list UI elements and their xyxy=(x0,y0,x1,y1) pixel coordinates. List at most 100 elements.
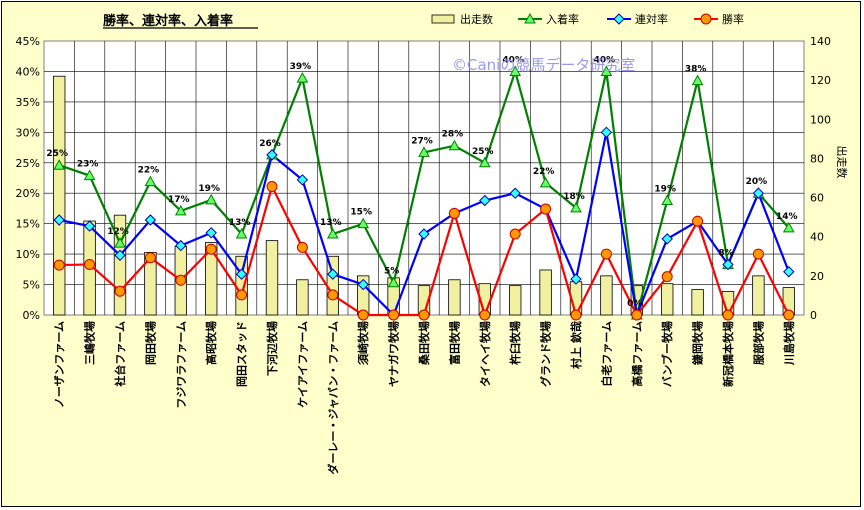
bar-出走数 xyxy=(113,214,127,316)
x-category-label: 社台ファーム xyxy=(113,321,127,388)
marker-連対率 xyxy=(418,228,430,240)
marker-入着率 xyxy=(83,169,96,181)
y-left-tick-label: 15% xyxy=(16,218,40,231)
x-category-label: 村上 欽哉 xyxy=(569,321,583,369)
marker-入着率 xyxy=(539,176,552,188)
y-left-tick-label: 30% xyxy=(16,126,40,139)
legend-label: 勝率 xyxy=(722,12,744,26)
y-right-tick-label: 100 xyxy=(810,113,831,126)
marker-入着率 xyxy=(357,217,370,229)
bar-出走数 xyxy=(235,255,248,316)
marker-連対率 xyxy=(509,187,521,199)
marker-連対率 xyxy=(296,174,309,186)
x-category-label: 岡田スタッド xyxy=(236,321,249,387)
y-right-tick-label: 60 xyxy=(810,192,824,205)
marker-勝率 xyxy=(752,248,764,260)
marker-勝率 xyxy=(631,309,643,321)
data-label: 40% xyxy=(502,55,524,65)
marker-入着率 xyxy=(570,201,582,213)
marker-入着率 xyxy=(418,146,430,157)
y-right-tick-label: 80 xyxy=(810,152,824,165)
bar-出走数 xyxy=(53,75,66,316)
x-category-label: 新冠橋本牧場 xyxy=(721,321,735,387)
marker-勝率 xyxy=(388,309,400,321)
x-category-label: 鎌岡牧場 xyxy=(691,321,705,366)
watermark: ©Caniの競馬データ研究室 xyxy=(452,56,635,74)
bar-出走数 xyxy=(600,275,613,316)
y-right-axis-label: 出走数 xyxy=(835,146,849,179)
bar-出走数 xyxy=(661,283,674,316)
data-label: 38% xyxy=(685,65,707,75)
data-label: 39% xyxy=(290,62,312,72)
marker-連対率 xyxy=(205,227,217,239)
marker-勝率 xyxy=(114,285,126,297)
marker-勝率 xyxy=(722,309,734,321)
y-left-tick-label: 45% xyxy=(16,35,40,48)
data-label: 20% xyxy=(746,177,768,187)
data-label: 25% xyxy=(472,147,494,157)
x-category-label: バンブー牧場 xyxy=(660,321,674,387)
marker-連対率 xyxy=(752,187,765,199)
marker-連対率 xyxy=(327,268,339,280)
x-category-label: グランド牧場 xyxy=(539,321,553,387)
marker-勝率 xyxy=(357,309,369,321)
marker-連対率 xyxy=(722,258,734,271)
marker-勝率 xyxy=(600,248,612,260)
marker-入着率 xyxy=(509,65,522,76)
x-category-label: 服部牧場 xyxy=(751,321,765,365)
data-label: 18% xyxy=(563,192,585,202)
x-category-label: タイヘイ牧場 xyxy=(478,321,492,387)
marker-入着率 xyxy=(661,194,674,206)
marker-連対率 xyxy=(53,214,65,226)
y-left-tick-label: 25% xyxy=(16,157,40,170)
data-label: 28% xyxy=(442,130,464,140)
marker-入着率 xyxy=(524,12,536,24)
marker-連対率 xyxy=(357,278,369,291)
marker-入着率 xyxy=(600,65,613,76)
marker-連対率 xyxy=(144,214,157,226)
y-right-tick-label: 140 xyxy=(810,35,831,48)
x-category-label: 高橋ファーム xyxy=(630,321,644,387)
marker-入着率 xyxy=(296,72,309,83)
x-category-label: 下河辺牧場 xyxy=(265,321,279,376)
marker-勝率 xyxy=(783,309,795,321)
data-label: 5% xyxy=(384,267,399,277)
marker-連対率 xyxy=(661,233,673,245)
plot-area xyxy=(43,40,805,316)
data-label: 14% xyxy=(776,212,798,222)
x-category-label: ノーザンファーム xyxy=(53,321,66,408)
x-category-label: ダーレー・ジャパン・ファーム xyxy=(326,321,340,475)
marker-入着率 xyxy=(235,227,248,239)
marker-勝率 xyxy=(84,258,96,270)
marker-勝率 xyxy=(236,289,248,301)
bar-出走数 xyxy=(448,279,461,316)
marker-勝率 xyxy=(540,203,552,215)
marker-入着率 xyxy=(114,237,126,248)
x-category-label: 川島牧場 xyxy=(782,321,796,366)
x-category-label: 桑田牧場 xyxy=(417,321,431,366)
bar-出走数 xyxy=(205,242,218,316)
marker-連対率 xyxy=(783,266,795,278)
marker-入着率 xyxy=(478,156,491,168)
marker-連対率 xyxy=(570,273,582,285)
marker-勝率 xyxy=(570,309,582,321)
data-label: 13% xyxy=(320,218,342,228)
y-right-tick-label: 40 xyxy=(810,231,824,244)
data-label: 19% xyxy=(654,185,676,195)
bar-出走数 xyxy=(296,279,309,316)
data-label: 0% xyxy=(627,299,642,309)
marker-勝率 xyxy=(692,215,704,227)
x-category-label: 富田牧場 xyxy=(447,321,461,365)
bar-出走数 xyxy=(539,269,552,316)
marker-勝率 xyxy=(661,271,673,283)
x-category-label: 三嶋牧場 xyxy=(83,321,97,365)
bar-出走数 xyxy=(691,289,704,316)
data-label: 19% xyxy=(198,184,220,194)
data-label: 17% xyxy=(168,195,190,205)
y-right-tick-label: 20 xyxy=(810,270,824,283)
marker-勝率 xyxy=(327,289,339,301)
x-category-label: フジワラファーム xyxy=(175,321,188,409)
marker-連対率 xyxy=(235,268,248,280)
marker-入着率 xyxy=(53,159,66,170)
